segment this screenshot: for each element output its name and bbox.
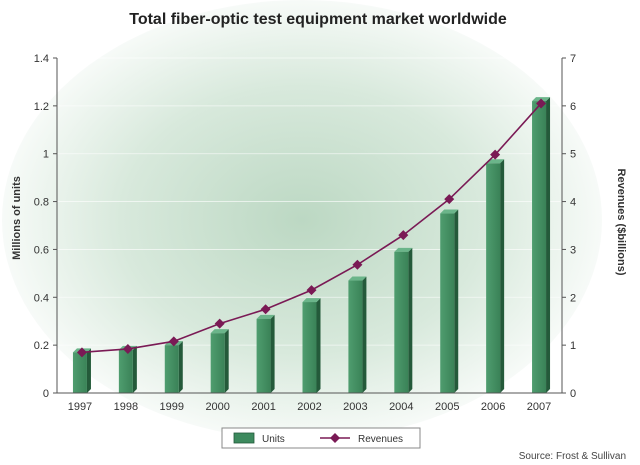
bar-top <box>256 314 275 319</box>
bar <box>118 349 133 393</box>
x-tick-label: 1997 <box>68 401 92 413</box>
legend-revenues-marker <box>330 433 340 443</box>
bar-top <box>348 276 367 281</box>
bar-2001 <box>256 314 275 393</box>
bar-side <box>454 209 459 393</box>
revenue-marker-1998 <box>122 343 133 354</box>
legend: Units Revenues <box>221 427 421 449</box>
right-tick-label: 6 <box>570 101 576 113</box>
bar-2004 <box>394 247 413 393</box>
bar-top <box>440 209 459 214</box>
right-tick-label: 2 <box>570 292 576 304</box>
bar-2006 <box>486 159 505 393</box>
revenue-marker-2001 <box>260 304 271 315</box>
legend-units-label: Units <box>262 434 285 445</box>
bar <box>486 163 501 393</box>
x-tick-label: 2003 <box>343 401 367 413</box>
bar-2000 <box>210 329 229 393</box>
x-tick-label: 1999 <box>160 401 184 413</box>
x-tick-labels: 1997 1998 1999 2000 2001 2002 2003 2004 2005 2006… <box>68 401 552 413</box>
bar <box>210 333 225 393</box>
bar-2003 <box>348 276 367 393</box>
x-tick-label: 2004 <box>389 401 413 413</box>
chart-title: Total fiber-optic test equipment market … <box>129 11 507 28</box>
left-tick-label: 1.4 <box>34 53 49 65</box>
bar-1999 <box>164 341 183 393</box>
legend-revenues-label: Revenues <box>358 434 403 445</box>
x-tick-label: 1998 <box>114 401 138 413</box>
revenue-marker-2006 <box>490 149 501 160</box>
left-tick-label: 0.6 <box>34 244 49 256</box>
bar-side <box>132 345 137 393</box>
revenue-marker-1997 <box>76 347 87 358</box>
right-tick-label: 1 <box>570 340 576 352</box>
revenue-marker-2007 <box>536 98 547 109</box>
revenue-marker-2005 <box>444 194 455 205</box>
bar-2007 <box>532 97 551 394</box>
bar <box>532 101 547 394</box>
right-tick-label: 7 <box>570 53 576 65</box>
left-tick-label: 1 <box>43 149 49 161</box>
x-tick-label: 2005 <box>435 401 459 413</box>
bar-side <box>500 159 505 393</box>
bar-side <box>86 348 91 393</box>
right-tick-label: 5 <box>570 149 576 161</box>
y-axis-label: Millions of units <box>11 176 23 260</box>
bar-top <box>302 298 321 303</box>
x-tick-label: 2001 <box>251 401 275 413</box>
left-tick-labels: 0 0.2 0.4 0.6 0.8 1 1.2 1.4 <box>34 53 57 400</box>
bar-side <box>270 314 275 393</box>
left-tick-label: 0.8 <box>34 197 49 209</box>
bar-side <box>224 329 229 393</box>
revenue-marker-1999 <box>168 336 179 347</box>
bar <box>164 345 179 393</box>
gridlines <box>57 57 562 346</box>
x-tick-label: 2000 <box>205 401 229 413</box>
axes <box>56 58 563 394</box>
y2-axis-label: Revenues ($billions) <box>615 169 627 276</box>
right-tick-label: 3 <box>570 244 576 256</box>
bar <box>440 213 455 393</box>
left-tick-label: 0.2 <box>34 340 49 352</box>
bar-top <box>394 247 413 252</box>
x-tick-label: 2006 <box>481 401 505 413</box>
bar <box>394 251 409 393</box>
bars <box>72 97 551 394</box>
revenue-marker-2000 <box>214 318 225 329</box>
revenue-marker-2003 <box>352 259 363 270</box>
bar-side <box>362 276 367 393</box>
left-tick-label: 1.2 <box>34 101 49 113</box>
source-note: Source: Frost & Sullivan <box>519 451 626 462</box>
legend-units-swatch <box>233 432 255 444</box>
x-tick-label: 2007 <box>527 401 551 413</box>
background-glow <box>2 0 602 440</box>
bar-side <box>316 298 321 393</box>
left-tick-label: 0 <box>43 388 49 400</box>
left-tick-label: 0.4 <box>34 292 49 304</box>
bar <box>256 318 271 393</box>
revenue-line <box>76 98 547 358</box>
bar <box>72 352 87 393</box>
bar <box>302 302 317 393</box>
revenue-marker-2002 <box>306 285 317 296</box>
bar-2002 <box>302 298 321 393</box>
bar-side <box>546 97 551 394</box>
bar <box>348 280 363 393</box>
bar-side <box>408 247 413 393</box>
x-tick-label: 2002 <box>297 401 321 413</box>
right-tick-label: 0 <box>570 388 576 400</box>
revenue-marker-2004 <box>398 230 409 241</box>
right-tick-labels: 0 1 2 3 4 5 6 7 <box>562 53 576 400</box>
bar-side <box>178 341 183 393</box>
bar-top <box>486 159 505 164</box>
bar-top <box>210 329 229 334</box>
bar-2005 <box>440 209 459 393</box>
right-tick-label: 4 <box>570 197 576 209</box>
